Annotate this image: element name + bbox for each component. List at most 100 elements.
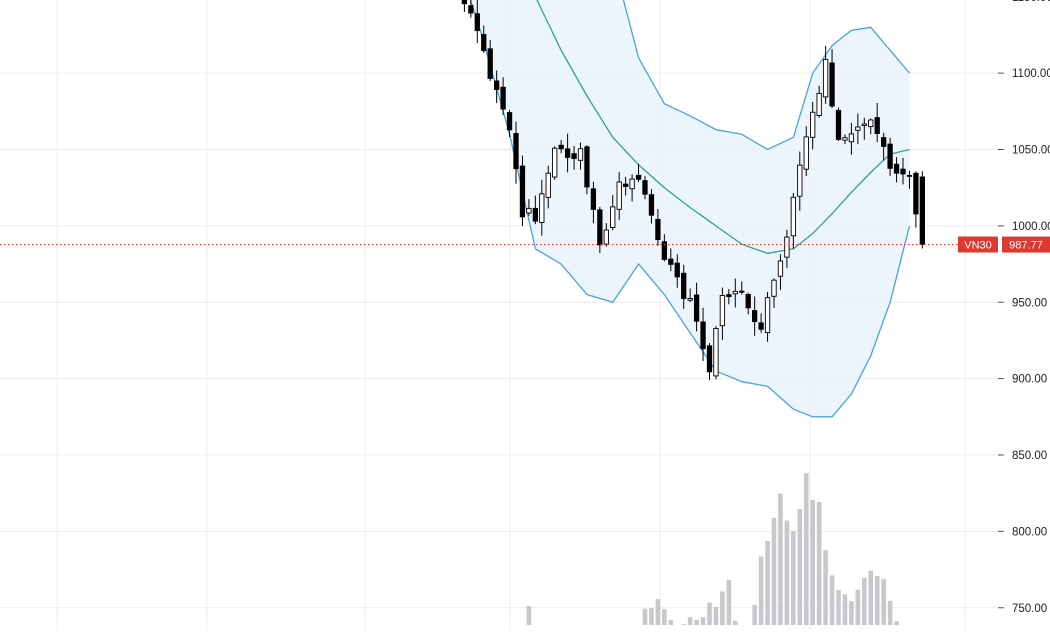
last-price-badge: VN30 987.77 [958, 236, 1050, 253]
axis-tick-label: 1000.00 [1012, 221, 1050, 233]
candle-body [855, 126, 861, 131]
volume-bar [726, 579, 732, 625]
candle-body [584, 146, 590, 188]
volume-bar [707, 602, 712, 625]
candle-body [913, 172, 919, 215]
candle-body [571, 153, 577, 159]
volume-bar [784, 520, 790, 625]
axis-tick-label: 1100.00 [1012, 68, 1050, 80]
volume-bar [771, 517, 777, 625]
volume-bar [868, 570, 874, 625]
candle-body [674, 262, 680, 278]
candle-body [629, 178, 635, 190]
volume-bar [642, 608, 648, 625]
volume-bar [752, 604, 757, 625]
candle-body [732, 290, 738, 295]
volume-bar [668, 619, 674, 625]
volume-bar [655, 599, 661, 625]
candle-body [481, 33, 487, 52]
candle-body [771, 279, 777, 297]
axis-tick-label: 900.00 [1012, 374, 1047, 386]
candle-body [552, 147, 558, 178]
volume-bar [681, 624, 686, 625]
candle-body [848, 133, 855, 143]
candle-body [868, 119, 874, 128]
candle-body [681, 272, 687, 299]
candle-body [784, 236, 790, 258]
candle-body [623, 183, 629, 187]
candle-body [803, 136, 809, 170]
candle-body [545, 172, 551, 198]
bollinger-upper-line [622, 0, 910, 151]
candle-body [461, 0, 468, 5]
candle-body [739, 290, 745, 293]
candle-body [590, 188, 597, 210]
candle-body [816, 92, 822, 116]
volume-bar [778, 493, 783, 625]
axis-tick-label: 1050.00 [1012, 145, 1050, 157]
volume-bar [803, 473, 809, 625]
candle-body [603, 229, 609, 245]
candle-body [635, 174, 642, 180]
candle-body [700, 321, 706, 350]
axis-tick-label: 950.00 [1012, 297, 1047, 309]
axis-tick-label: 850.00 [1012, 450, 1047, 462]
volume-bar [765, 540, 770, 625]
candle-body [539, 193, 545, 223]
volume-bar [662, 609, 667, 625]
candle-body [719, 295, 726, 327]
candle-body [919, 176, 926, 246]
volume-bar [526, 605, 532, 625]
candle-body [468, 5, 474, 14]
candle-body [842, 137, 848, 141]
candle-body [900, 168, 906, 175]
price-badge [1002, 236, 1050, 253]
volume-bar [687, 617, 693, 625]
candle-body [648, 194, 655, 216]
volume-bar [816, 501, 822, 625]
candle-body [655, 218, 661, 241]
candle-body [745, 293, 751, 309]
candle-body [526, 207, 532, 214]
candle-body [861, 123, 867, 126]
volume-bar [862, 577, 867, 625]
candle-body [506, 112, 513, 131]
volume-bar [720, 591, 725, 625]
candle-body [881, 137, 887, 147]
candle-body [835, 109, 842, 140]
volume-bar [758, 556, 764, 625]
volume-bar [881, 579, 886, 625]
candle-body [616, 181, 622, 210]
candle-body [764, 297, 771, 334]
candle-body [597, 209, 603, 246]
candle-body [829, 62, 835, 107]
price-axis[interactable]: 750.00 800.00 850.00 900.00 950.00 1000.00 105… [998, 0, 1050, 615]
bollinger-middle-line [536, 0, 910, 255]
candle-body [822, 59, 829, 98]
volume-bar [700, 617, 706, 625]
candle-body [558, 144, 564, 150]
candle-body [687, 298, 693, 301]
candle-body [790, 196, 797, 237]
candle-body [810, 111, 816, 138]
volume-bar [855, 589, 861, 625]
volume-bar [791, 530, 796, 625]
candle-body [610, 206, 616, 228]
candle-body [887, 143, 893, 169]
volume-bar [894, 621, 899, 625]
volume-bars [526, 473, 899, 625]
candles [461, 0, 926, 381]
candle-body [577, 148, 584, 161]
bollinger-band-fill [470, 0, 910, 417]
symbol-label: VN30 [964, 240, 992, 252]
candle-body [474, 13, 480, 32]
candle-body [777, 260, 784, 277]
volume-bar [849, 601, 854, 625]
candle-body [758, 322, 764, 330]
symbol-badge [958, 236, 998, 253]
candle-body [797, 164, 803, 197]
last-price-value: 987.77 [1009, 240, 1043, 252]
candle-body [494, 80, 500, 90]
